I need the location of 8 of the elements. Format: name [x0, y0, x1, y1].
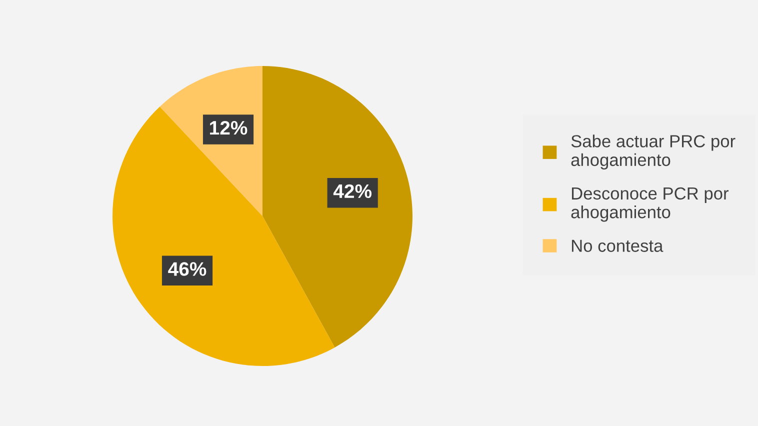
data-label: 42% — [333, 184, 372, 198]
data-label: 12% — [210, 120, 248, 135]
legend-label: Sabe actuar PRC por ahogamiento — [571, 134, 736, 170]
legend-label: Desconoce PCR por ahogamiento — [571, 187, 729, 222]
pie-slice — [112, 106, 335, 366]
legend-label: No contesta — [572, 240, 664, 252]
data-label: 46% — [168, 262, 206, 276]
pie-slice — [262, 66, 412, 348]
